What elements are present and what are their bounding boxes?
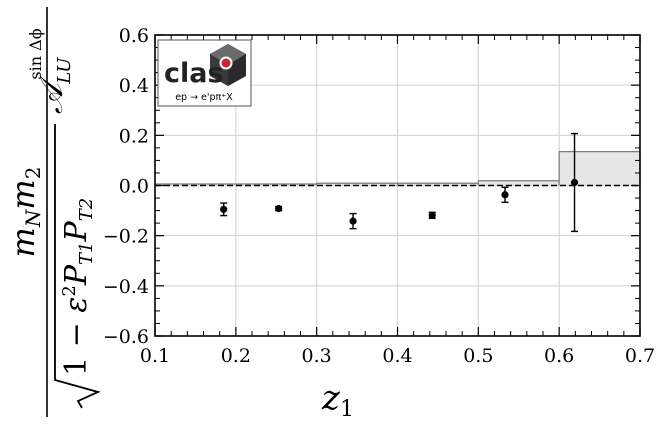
x-tick-labels: 0.1 0.2 0.3 0.4 0.5 0.6 0.7 xyxy=(140,345,655,367)
systematic-band xyxy=(397,183,479,186)
clas-logo: clas ep → e'pπ⁺X xyxy=(157,39,252,107)
logo-red-dot-icon xyxy=(221,58,231,68)
y-tick-label: 0.2 xyxy=(119,125,149,147)
x-tick-label: 0.2 xyxy=(221,345,251,367)
data-point xyxy=(570,178,579,187)
y-tick-label: −0.6 xyxy=(103,326,149,348)
y-label-asymmetry: 𝒜LUsin Δϕ xyxy=(26,28,75,114)
systematic-band xyxy=(316,183,398,186)
x-tick-label: 0.3 xyxy=(302,345,332,367)
x-axis-label: z1 xyxy=(321,378,354,422)
y-tick-label: 0.0 xyxy=(119,176,149,198)
x-tick-label: 0.7 xyxy=(625,345,655,367)
y-tick-label: −0.2 xyxy=(103,226,149,248)
y-tick-label: −0.4 xyxy=(103,276,149,298)
y-label-denominator: 1 − ε2PT1PT2 xyxy=(59,198,97,376)
systematic-band xyxy=(559,151,640,186)
y-axis-label: mNm2 1 − ε2PT1PT2 𝒜LUsin Δϕ xyxy=(4,7,101,417)
x-tick-label: 0.1 xyxy=(140,345,170,367)
y-tick-labels: 0.6 0.4 0.2 0.0 −0.2 −0.4 −0.6 xyxy=(103,25,149,348)
logo-reaction-text: ep → e'pπ⁺X xyxy=(175,92,233,103)
y-tick-label: 0.4 xyxy=(119,75,149,97)
systematic-band xyxy=(478,180,560,186)
x-tick-label: 0.4 xyxy=(382,345,412,367)
x-tick-label: 0.6 xyxy=(544,345,574,367)
data-point xyxy=(275,204,283,213)
data-points xyxy=(220,132,579,233)
data-point xyxy=(349,217,357,225)
data-point xyxy=(428,211,436,219)
data-point xyxy=(220,205,228,213)
y-tick-label: 0.6 xyxy=(119,25,149,47)
x-tick-label: 0.5 xyxy=(463,345,493,367)
data-point xyxy=(501,191,509,199)
y-label-numerator: mNm2 xyxy=(4,167,45,258)
y-label-sqrt-sign xyxy=(54,124,101,409)
systematic-band xyxy=(155,183,317,186)
logo-wordmark: clas xyxy=(164,58,224,89)
